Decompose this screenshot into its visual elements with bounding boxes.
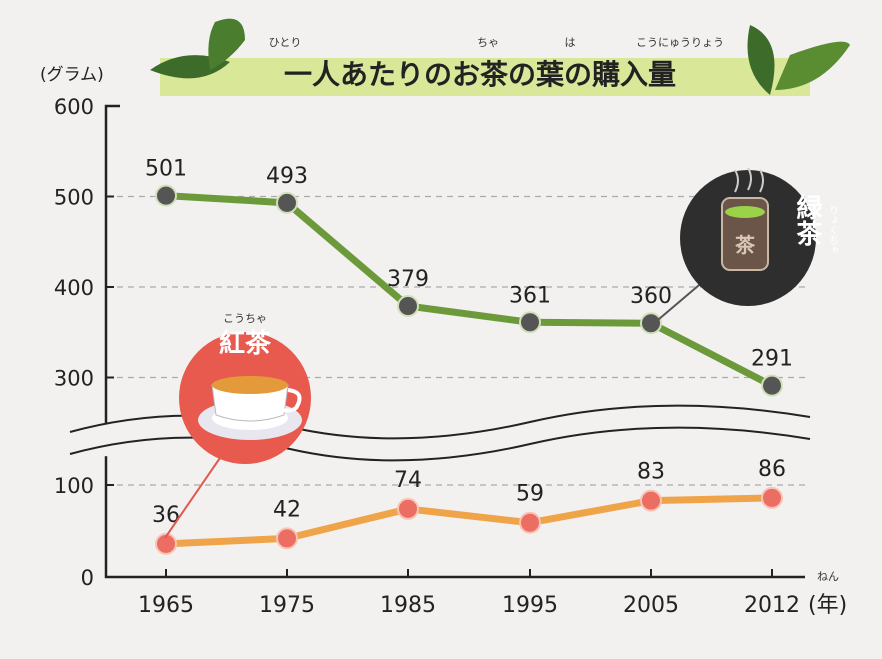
y-tick-label: 400 — [54, 276, 94, 300]
green-tea-point — [761, 374, 783, 397]
y-tick-label: 500 — [54, 186, 94, 210]
title-banner: 一人あたりのお茶の葉の購入量 ひとり ちゃ は こうにゅうりょう — [150, 18, 850, 96]
y-unit-label: (グラム) — [40, 65, 104, 85]
y-tick-label: 600 — [54, 95, 94, 119]
x-unit-label: (年) — [808, 593, 847, 618]
axes — [104, 104, 805, 579]
black-tea-ruby: こうちゃ — [223, 312, 267, 325]
green-tea-data-label: 501 — [145, 157, 187, 182]
grid — [106, 195, 810, 486]
black-tea-point — [397, 497, 419, 520]
black-tea-point — [155, 532, 177, 555]
title-ruby-hitori: ひとり — [269, 36, 302, 49]
chart-title: 一人あたりのお茶の葉の購入量 — [284, 58, 676, 91]
y-tick-label: 300 — [54, 367, 94, 391]
black-tea-badge: 紅茶 こうちゃ — [164, 312, 311, 539]
title-ruby-kounyuuryou: こうにゅうりょう — [636, 36, 724, 49]
black-tea-data-label: 36 — [152, 503, 180, 528]
leaf-right-icon — [747, 25, 775, 95]
green-tea-point — [276, 191, 298, 214]
black-tea-point — [761, 486, 783, 509]
black-tea-label: 紅茶 — [219, 329, 272, 359]
x-tick-label: 1965 — [138, 593, 194, 618]
green-tea-line — [165, 192, 774, 389]
title-background — [160, 58, 810, 96]
leaf-right-2-icon — [775, 41, 850, 90]
green-tea-data-label: 360 — [630, 284, 672, 309]
series-layer: 501 493 379 361 360 291 36 42 74 59 83 86 — [145, 157, 793, 555]
axis-lines — [104, 104, 805, 579]
green-tea-data-label: 291 — [751, 347, 793, 372]
green-tea-cup-icon: 茶 — [721, 167, 769, 271]
green-tea-point — [397, 295, 419, 318]
y-tick-labels: 600 500 400 300 100 0 — [54, 95, 94, 590]
green-tea-point — [155, 184, 177, 207]
green-tea-data-label: 379 — [387, 267, 429, 292]
black-tea-data-label: 74 — [394, 468, 422, 493]
x-tick-label: 1995 — [502, 593, 558, 618]
leaf-left-top-icon — [208, 18, 245, 71]
x-tick-label: 1975 — [259, 593, 315, 618]
teacup-icon — [198, 376, 302, 440]
green-tea-badge: 茶 緑茶 りょくちゃ — [651, 167, 838, 326]
x-tick-label: 2012 — [744, 593, 800, 618]
black-tea-point — [276, 527, 298, 550]
green-tea-point — [640, 312, 662, 335]
x-tick-labels: 1965 1975 1985 1995 2005 2012 — [138, 593, 800, 618]
green-tea-data-label: 361 — [509, 283, 551, 308]
black-tea-data-label: 59 — [516, 482, 544, 507]
x-unit-ruby: ねん — [817, 570, 839, 583]
x-tick-label: 2005 — [623, 593, 679, 618]
title-ruby-ha: は — [565, 36, 576, 49]
green-tea-label: 緑茶 — [792, 193, 822, 247]
black-tea-data-label: 42 — [273, 497, 301, 522]
green-tea-ruby: りょくちゃ — [827, 205, 838, 255]
x-tick-label: 1985 — [380, 593, 436, 618]
svg-text:茶: 茶 — [735, 233, 756, 257]
y-tick-label: 100 — [54, 474, 94, 498]
title-ruby-cha: ちゃ — [477, 36, 499, 49]
black-tea-data-label: 83 — [637, 460, 665, 485]
green-tea-data-label: 493 — [266, 164, 308, 189]
black-tea-line — [165, 494, 773, 548]
green-tea-point — [519, 311, 541, 334]
y-tick-label: 0 — [81, 566, 94, 590]
black-tea-point — [640, 489, 662, 512]
black-tea-data-label: 86 — [758, 457, 786, 482]
black-tea-point — [519, 511, 541, 534]
